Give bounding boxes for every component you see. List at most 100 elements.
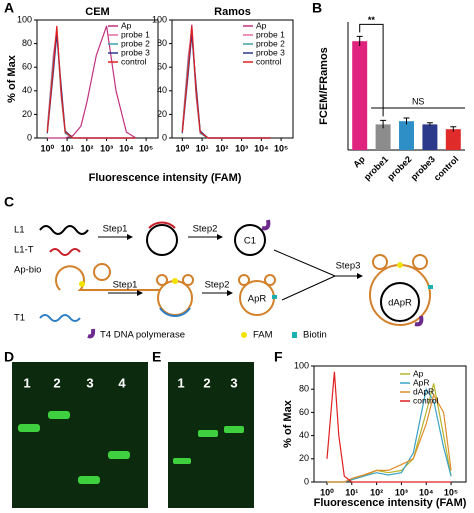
error-bar [450,126,457,132]
y-tick-label: 60 [22,62,32,72]
loop [93,263,111,281]
y-tick-label: 20 [299,453,309,463]
loop [182,274,194,286]
x-tick-label: 10⁴ [254,143,268,153]
error-bar [403,117,410,125]
y-tick-label: 60 [299,407,309,417]
legend-label: T4 DNA polymerase [100,330,185,341]
biotin [272,295,277,299]
y-tick-label: 0 [27,132,32,142]
legend-label: control [121,56,147,66]
x-tick-label: probe3 [409,154,437,182]
lane-label: 1 [177,375,184,390]
loop [238,274,250,286]
legend-label: Ap [256,20,267,30]
biotin [428,285,433,289]
y-tick-label: 80 [157,38,167,48]
label: Step2 [205,280,230,291]
circle [146,224,178,256]
x-tick-label: 10⁵ [139,143,153,153]
y-tick-label: 100 [17,14,32,24]
circle [157,280,193,316]
y-tick-label: 20 [22,109,32,119]
bar [375,124,391,150]
circle [234,224,266,256]
y-axis-label: FCEM/FRamos [318,47,330,125]
lane-label: 1 [23,375,30,390]
x-tick-label: control [432,154,461,183]
error-bar [426,122,433,126]
loop [156,274,168,286]
loop [372,254,388,270]
x-tick-label: 10⁴ [119,143,133,153]
panel-label: E [152,349,161,365]
diagram: L1 L1-T Step1 Step2 C1 Ap-bio T1 Step1 S… [14,219,433,341]
legend-label: probe 2 [256,38,285,48]
panel-label: A [4,0,14,16]
y-tick-label: 40 [299,430,309,440]
annotation: ** [368,15,376,25]
chart-title: Ramos [214,6,251,18]
x-tick-label: probe1 [362,154,390,182]
x-tick-label: 10¹ [345,487,358,497]
band [48,411,70,419]
bar [399,121,414,150]
y-tick-label: 60 [157,62,167,72]
x-tick-label: 10⁴ [419,487,433,497]
y-tick-label: 40 [157,85,167,95]
x-tick-label: 10⁰ [320,487,334,497]
legend-label: dApR [413,386,434,396]
x-axis-label: Fluorescence intensity (FAM) [314,497,467,509]
bracket [359,23,384,117]
label: Step3 [336,261,361,272]
legend-label: Ap [121,20,132,30]
y-tick-label: 40 [22,85,32,95]
strand [39,225,89,235]
legend-label: control [256,56,282,66]
label: Step1 [113,280,138,291]
bar [422,124,438,150]
lane-label: 3 [86,375,93,390]
lane-label: 3 [230,375,237,390]
y-tick-label: 20 [157,109,167,119]
x-tick-label: 10⁵ [444,487,458,497]
error-bar [380,119,387,129]
label: C1 [244,236,256,247]
label: L1 [14,225,25,236]
bar [445,129,461,150]
series-line [326,371,452,483]
x-tick-label: 10⁵ [274,143,288,153]
x-tick-label: 10¹ [61,143,74,153]
gel: 1 2 3 4 1 2 3 [12,362,254,508]
x-tick-label: 10² [215,143,228,153]
x-tick-label: 10³ [235,143,248,153]
x-tick-label: 10³ [100,143,113,153]
x-tick-label: 10⁰ [176,143,190,153]
x-tick-label: 10⁰ [41,143,55,153]
polymerase [87,328,96,339]
legend-label: probe 3 [121,47,150,57]
x-tick-label: 10² [80,143,93,153]
series-line [181,25,271,139]
legend-label: probe 2 [121,38,150,48]
label: L1-T [14,245,34,256]
circle [380,282,420,322]
label: ApR [248,294,267,305]
band [108,451,130,459]
y-tick-label: 0 [162,132,167,142]
y-tick-label: 80 [22,38,32,48]
panel-label: B [312,0,322,16]
legend-label: probe 1 [121,29,150,39]
error-bar [356,35,363,46]
y-axis-label: % of Max [282,399,294,448]
label: Step2 [193,224,218,235]
y-tick-label: 0 [304,476,309,486]
legend-label: control [413,395,439,405]
x-tick-label: probe2 [385,154,413,182]
label: Step1 [103,224,128,235]
fam [241,332,247,338]
x-tick-label: 10¹ [196,143,209,153]
x-tick-label: Ap [351,154,367,170]
lane-label: 4 [118,375,126,390]
annotation: NS [412,96,425,106]
